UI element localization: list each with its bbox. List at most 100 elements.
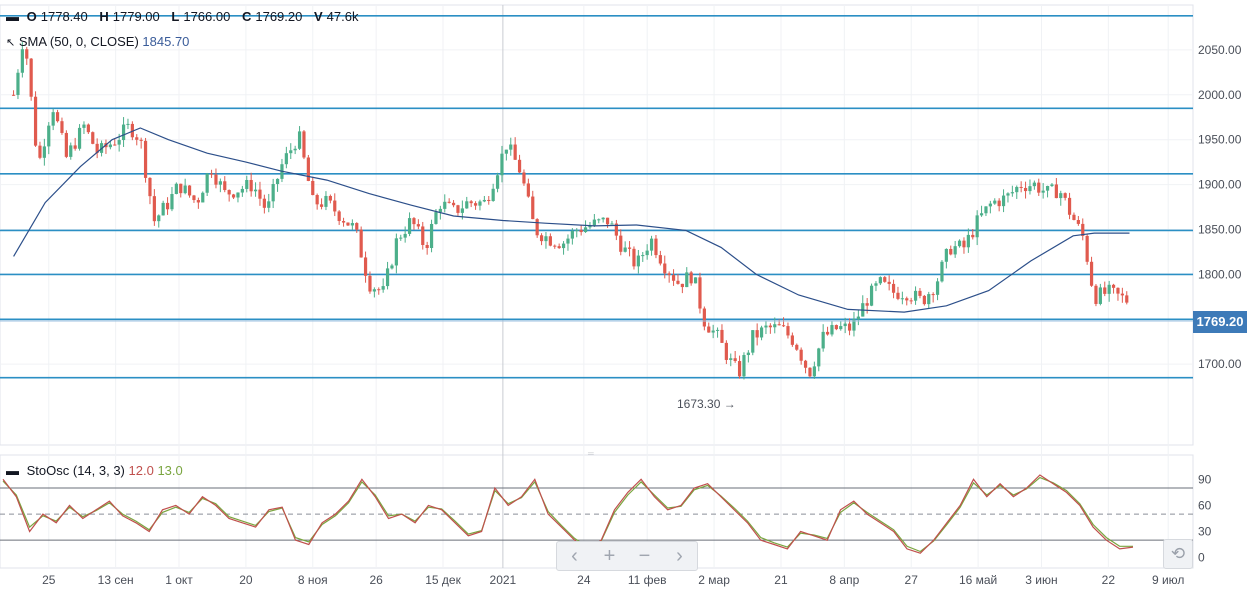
candle-body (671, 275, 676, 281)
high-value: 1779.00 (112, 9, 160, 24)
scroll-forward-button[interactable]: › (676, 544, 683, 567)
candle-body (773, 324, 777, 328)
candle-body (909, 300, 913, 302)
candle-body (91, 132, 95, 144)
x-tick-label: 2021 (490, 573, 517, 587)
x-tick-label: 8 ноя (298, 573, 328, 587)
candle-body (614, 223, 618, 236)
candle-body (337, 211, 341, 222)
candle-body (359, 229, 363, 258)
candle-body (1010, 192, 1014, 194)
candle-body (346, 222, 350, 226)
candle-body (38, 145, 42, 158)
candle-body (42, 146, 46, 158)
menu-icon[interactable]: ▬ (6, 9, 19, 24)
zoom-in-button[interactable]: + (603, 544, 616, 567)
candle-body (979, 213, 984, 216)
panel-resize-handle[interactable]: ═ (588, 449, 594, 458)
candle-body (962, 240, 966, 248)
candle-body (161, 202, 165, 216)
x-tick-label: 25 (42, 573, 56, 587)
candle-body (86, 124, 90, 133)
x-tick-label: 24 (577, 573, 591, 587)
candle-body (293, 148, 297, 151)
stoch-legend[interactable]: ▬ StoOsc (14, 3, 3) 12.0 13.0 (6, 463, 183, 478)
x-tick-label: 26 (369, 573, 383, 587)
sma-legend[interactable]: ↖ SMA (50, 0, CLOSE) 1845.70 (6, 34, 189, 49)
candle-body (993, 200, 997, 204)
candle-body (1037, 182, 1041, 193)
zoom-out-button[interactable]: − (638, 544, 651, 567)
candle-body (658, 255, 662, 264)
candle-body (632, 248, 636, 267)
candle-body (55, 112, 60, 122)
candle-body (355, 223, 359, 230)
candle-body (447, 201, 451, 203)
x-tick-label: 16 май (959, 573, 997, 587)
candle-body (183, 185, 187, 194)
candle-body (698, 277, 702, 309)
collapse-arrow-icon[interactable]: ↖ (6, 37, 16, 49)
candle-body (473, 203, 478, 206)
candle-body (350, 223, 354, 226)
candle-body (236, 192, 240, 198)
candle-body (636, 255, 640, 267)
x-tick-label: 3 июн (1025, 573, 1057, 587)
candle-body (566, 238, 570, 244)
scroll-back-button[interactable]: ‹ (571, 544, 578, 567)
candle-body (803, 360, 808, 368)
price-axis: 2050.00 2000.00 1950.00 1900.00 1850.00 1800.… (1198, 43, 1242, 371)
low-annotation-value: 1673.30 (677, 397, 721, 411)
candle-body (214, 174, 218, 185)
candle-body (377, 289, 381, 291)
osc-y-tick-label: 0 (1198, 551, 1205, 565)
candle-body (165, 202, 170, 210)
stochastic-panel: 90 60 30 0 (0, 472, 1212, 565)
candle-body (544, 236, 548, 242)
candle-body (641, 255, 645, 257)
candle-body (487, 199, 491, 201)
candle-body (205, 173, 209, 193)
reset-chart-button[interactable]: ⟲ (1163, 539, 1193, 569)
stoch-menu-icon[interactable]: ▬ (6, 463, 19, 478)
candle-body (407, 218, 412, 234)
candle-body (944, 248, 948, 262)
candle-body (975, 215, 979, 238)
candle-body (988, 203, 992, 207)
candle-body (522, 172, 526, 184)
candle-body (526, 183, 530, 197)
candle-body (11, 94, 16, 96)
candle-body (535, 219, 539, 236)
price-panel-frame (0, 4, 1194, 446)
low-label: L (171, 9, 180, 24)
candle-body (654, 238, 658, 256)
candle-body (421, 226, 425, 245)
y-tick-label: 2000.00 (1198, 88, 1242, 102)
candle-body (152, 196, 156, 222)
x-tick-label: 13 сен (98, 573, 134, 587)
candle-body (491, 188, 495, 201)
candle-body (223, 181, 227, 191)
candle-body (570, 230, 574, 239)
candle-body (971, 234, 975, 238)
candle-body (135, 137, 139, 140)
candle-body (245, 179, 249, 189)
candle-body (416, 224, 420, 227)
y-tick-label: 2050.00 (1198, 43, 1242, 57)
y-tick-label: 1700.00 (1198, 357, 1242, 371)
candle-body (825, 331, 830, 335)
candle-body (847, 323, 852, 331)
candle-body (25, 49, 29, 59)
close-value: 1769.20 (255, 9, 303, 24)
candle-body (192, 195, 196, 201)
candle-body (733, 358, 737, 362)
candle-body (627, 247, 632, 249)
candle-body (117, 140, 121, 145)
candle-body (130, 123, 134, 138)
x-tick-label: 11 фев (628, 573, 667, 587)
candle-body (20, 49, 24, 73)
candle-body (905, 298, 909, 301)
candle-body (1116, 287, 1120, 294)
candle-body (553, 245, 557, 247)
